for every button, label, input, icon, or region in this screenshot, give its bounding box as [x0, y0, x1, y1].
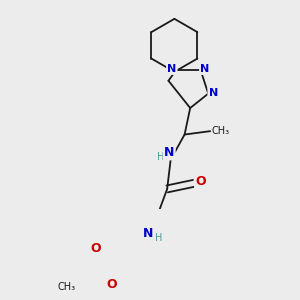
Text: CH₃: CH₃ [212, 126, 230, 136]
Text: N: N [167, 64, 176, 74]
Text: N: N [164, 146, 174, 159]
Text: H: H [157, 152, 165, 162]
Text: O: O [106, 278, 117, 291]
Text: N: N [208, 88, 218, 98]
Text: O: O [195, 176, 206, 188]
Text: CH₃: CH₃ [58, 282, 76, 292]
Text: O: O [91, 242, 101, 255]
Text: N: N [200, 64, 209, 74]
Text: N: N [142, 227, 153, 240]
Text: H: H [155, 233, 163, 243]
